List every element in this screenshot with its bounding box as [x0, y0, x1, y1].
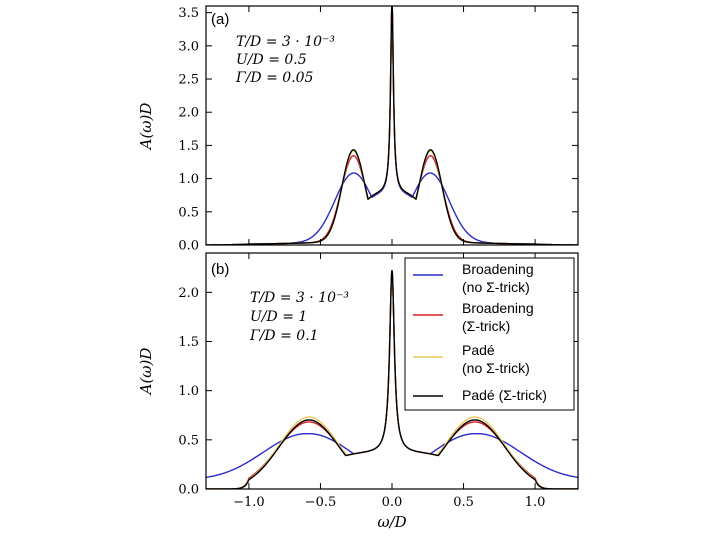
panel-b-x-tick-label: 0.5: [453, 495, 474, 510]
panel-b-param-temperature: T/D = 3 · 10⁻³: [250, 290, 349, 306]
legend-label-broadening-no-sigma-line1: Broadening: [462, 261, 534, 277]
panel-b-frame: [205, 252, 579, 490]
panel-b-param-interaction: U/D = 1: [250, 309, 307, 325]
panel-a-param-hybridization: Γ/D = 0.05: [235, 70, 314, 86]
panel-b-y-tick-label: 1.5: [178, 335, 199, 350]
panel-a-y-tick-label: 1.5: [178, 139, 199, 154]
panel-b-ticks: 0.0 0.5 1.0 1.5 2.0 −1.0 −0.5 0.0 0.5 1.0: [178, 253, 578, 510]
panel-b-x-tick-label: 0.0: [382, 495, 403, 510]
legend: Broadening (no Σ-trick) Broadening (Σ-tr…: [404, 257, 575, 411]
panel-b-series: [206, 270, 578, 489]
panel-b-y-axis-title: A(ω)D: [137, 348, 155, 397]
panel-a-y-tick-label: 0.5: [178, 205, 199, 220]
panel-a-param-interaction: U/D = 0.5: [236, 52, 307, 68]
panel-a-y-tick-label: 3.5: [178, 6, 199, 21]
panel-a-ticks: 0.0 0.5 1.0 1.5 2.0 2.5 3.0 3.5: [178, 6, 578, 254]
panel-a-y-tick-label: 0.0: [178, 239, 199, 254]
panel-b-y-tick-label: 0.0: [178, 483, 199, 498]
panel-a-param-temperature: T/D = 3 · 10⁻³: [236, 34, 335, 50]
panel-b-param-hybridization: Γ/D = 0.1: [249, 328, 319, 344]
panel-a-series: [206, 6, 578, 245]
panel-b-y-tick-label: 1.0: [178, 384, 199, 399]
legend-label-pade-no-sigma-line2: (no Σ-trick): [462, 360, 530, 376]
panel-a-label: (a): [211, 11, 229, 28]
legend-label-broadening-no-sigma-line2: (no Σ-trick): [462, 279, 530, 295]
panel-a-y-axis-title: A(ω)D: [137, 103, 155, 152]
panel-b-x-tick-label: −1.0: [233, 495, 265, 510]
legend-label-broadening-sigma-line1: Broadening: [462, 300, 534, 316]
panel-b-x-tick-label: 1.0: [525, 495, 546, 510]
panel-b-x-axis-title: ω/D: [377, 513, 406, 531]
panel-a-y-tick-label: 2.0: [178, 106, 199, 121]
panel-b-x-tick-label: −0.5: [305, 495, 337, 510]
panel-a-series-pade-sigma-trick: [206, 6, 578, 245]
panel-b-y-tick-label: 0.5: [178, 433, 199, 448]
legend-label-pade-no-sigma-line1: Padé: [462, 342, 495, 358]
panel-b-label: (b): [211, 261, 229, 278]
panel-b: 0.0 0.5 1.0 1.5 2.0 −1.0 −0.5 0.0 0.5 1.0 (b) T/D…: [137, 252, 579, 531]
panel-a-y-tick-label: 2.5: [178, 73, 199, 88]
legend-box: [404, 257, 575, 411]
panel-b-y-tick-label: 2.0: [178, 286, 199, 301]
legend-label-pade-sigma: Padé (Σ-trick): [462, 387, 547, 403]
panel-a-y-tick-label: 3.0: [178, 39, 199, 54]
panel-a-frame: [205, 5, 579, 246]
panel-a: 0.0 0.5 1.0 1.5 2.0 2.5 3.0 3.5 (a) T/D = 3 · 1…: [137, 5, 579, 254]
legend-label-broadening-sigma-line2: (Σ-trick): [462, 318, 510, 334]
panel-b-series-pade-sigma-trick: [206, 270, 578, 489]
panel-a-y-tick-label: 1.0: [178, 172, 199, 187]
